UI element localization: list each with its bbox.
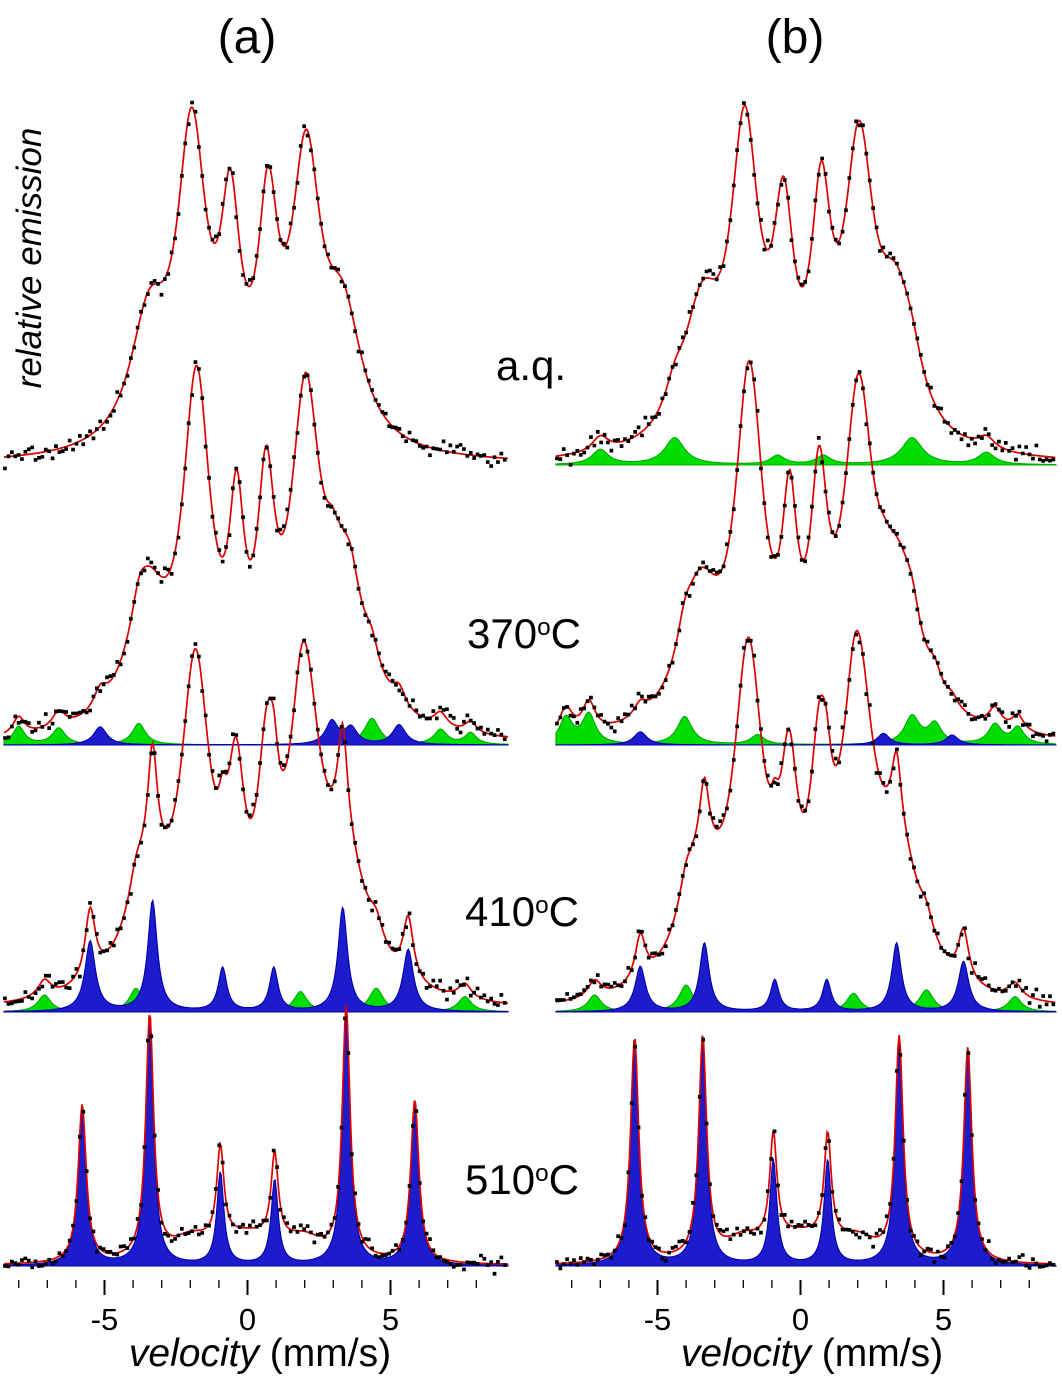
x-axis-label-unit: (mm/s)	[258, 1332, 392, 1375]
data-points	[3, 638, 507, 1007]
row-label-510C: 510oC	[465, 1156, 579, 1204]
component-blue	[555, 1041, 1058, 1267]
row-label-370C: 370oC	[467, 610, 581, 658]
fit-line	[555, 1034, 1056, 1265]
spectrum-a-row3	[3, 1005, 509, 1276]
spectrum-a-row2	[3, 638, 509, 1013]
y-axis-label: relative emission	[10, 127, 49, 389]
component-blue	[555, 941, 1057, 1013]
x-tick-label: 0	[792, 1302, 809, 1337]
fit-line	[3, 106, 509, 460]
panel-b-title: (b)	[765, 11, 825, 64]
fit-line	[555, 629, 1056, 1004]
spectrum-b-row3	[555, 1034, 1058, 1271]
degree-superscript: o	[535, 891, 549, 919]
x-tick-label: 5	[382, 1302, 399, 1337]
component-blue	[3, 898, 509, 1013]
spectrum-b-row1	[555, 359, 1058, 746]
panel-a-title: (a)	[217, 11, 277, 64]
spectrum-b-row2	[555, 629, 1058, 1013]
x-tick-label: -5	[644, 1302, 672, 1337]
spectrum-a-row1	[3, 360, 509, 746]
x-tick-label: 5	[935, 1302, 952, 1337]
row-label-410C-unit: C	[548, 888, 579, 935]
degree-superscript: o	[537, 613, 551, 641]
row-label-370C-num: 370	[467, 610, 538, 657]
spectrum-a-row0	[3, 100, 509, 471]
x-axis-label-word: velocity	[128, 1332, 259, 1375]
x-axis-label-word: velocity	[680, 1332, 811, 1375]
x-axis-b: -5 0 5	[571, 1280, 1030, 1337]
row-label-410C: 410oC	[465, 888, 579, 936]
data-points	[555, 360, 1056, 744]
row-label-510C-unit: C	[548, 1156, 579, 1203]
fit-line	[3, 639, 509, 1005]
component-green	[555, 437, 1058, 466]
row-label-410C-num: 410	[465, 888, 536, 935]
fit-line	[555, 359, 1056, 737]
component-blue	[3, 718, 509, 746]
row-label-510C-num: 510	[465, 1156, 536, 1203]
x-axis-a: -5 0 5	[18, 1280, 477, 1337]
x-tick-label: -5	[91, 1302, 119, 1337]
data-points	[555, 632, 1056, 1009]
spectrum-b-row0	[555, 101, 1058, 467]
component-blue	[555, 731, 1057, 746]
x-axis-label-b: velocity (mm/s)	[681, 1332, 943, 1376]
row-label-370C-unit: C	[550, 610, 581, 657]
x-tick-label: 0	[239, 1302, 256, 1337]
degree-superscript: o	[535, 1159, 549, 1187]
x-axis-label-a: velocity (mm/s)	[129, 1332, 391, 1376]
x-axis-label-unit: (mm/s)	[810, 1332, 944, 1375]
data-points	[3, 100, 507, 471]
component-green	[3, 717, 509, 746]
fit-line	[3, 364, 509, 738]
row-label-aq: a.q.	[495, 342, 567, 389]
